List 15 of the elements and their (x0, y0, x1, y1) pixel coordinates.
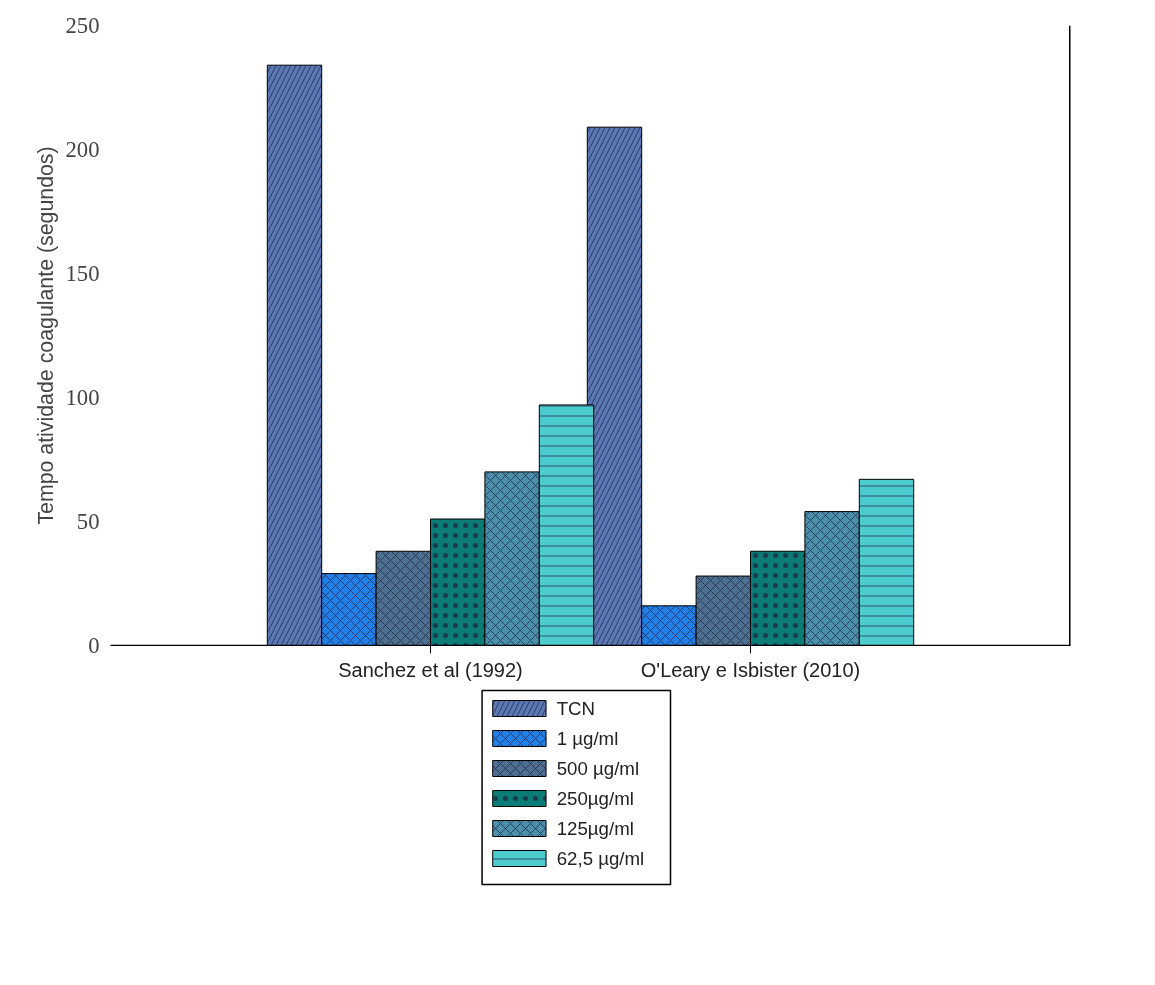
y-tick-label: 200 (65, 137, 100, 162)
y-tick-label: 50 (76, 509, 100, 534)
y-tick-label: 0 (88, 633, 100, 658)
y-tick-label: 250 (65, 13, 100, 38)
legend-label: 500 µg/ml (556, 758, 640, 779)
x-tick-label: O'Leary e Isbister (2010) (640, 658, 861, 681)
legend-label: 62,5 µg/ml (556, 848, 645, 869)
legend-label: 250µg/ml (556, 788, 634, 809)
legend-label: 1 µg/ml (556, 728, 619, 749)
legend-label: 125µg/ml (556, 818, 634, 839)
x-tick-label: Sanchez et al (1992) (338, 658, 523, 681)
legend-label: TCN (556, 698, 596, 719)
y-axis-title: Tempo atividade coagulante (segundos) (33, 146, 58, 525)
y-tick-label: 100 (65, 385, 100, 410)
y-tick-label: 150 (65, 261, 100, 286)
